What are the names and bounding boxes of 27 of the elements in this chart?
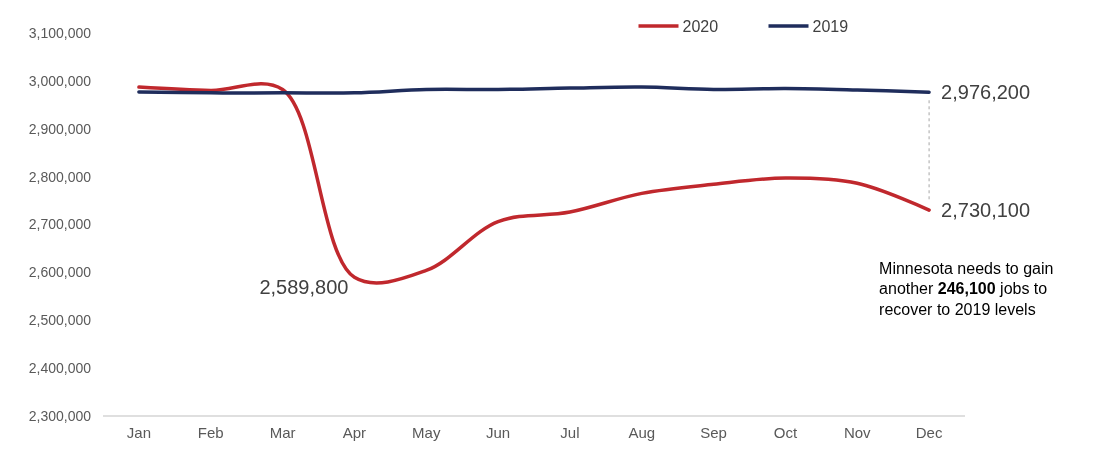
text: Minnesota needs to gain another 246,100 jobs to recover to 2019 levels <box>879 259 1054 319</box>
x-tick-label: Nov <box>843 424 872 441</box>
x-tick-label: Mar <box>269 424 296 441</box>
x-tick-label: Oct <box>773 424 798 441</box>
data-label: 2,976,200 <box>941 81 1031 104</box>
x-tick-label: Jul <box>560 424 580 441</box>
x-tick-label: May <box>412 424 441 441</box>
y-tick-label: 2,800,000 <box>28 168 92 185</box>
x-tick-label: Sep <box>700 424 727 441</box>
y-tick-label: 2,400,000 <box>28 360 92 377</box>
data-label: 2,730,100 <box>941 199 1031 222</box>
x-tick-label: Dec <box>915 424 943 441</box>
legend-label: 2019 <box>812 17 849 35</box>
legend-label: 2020 <box>682 17 719 35</box>
y-tick-label: 3,100,000 <box>28 24 92 41</box>
y-tick-label: 2,600,000 <box>28 264 92 281</box>
x-tick-label: Aug <box>628 424 656 441</box>
x-tick-label: Feb <box>197 424 224 441</box>
data-label: 2,589,800 <box>259 276 349 299</box>
y-tick-label: 3,000,000 <box>28 72 92 89</box>
x-tick-label: Apr <box>342 424 367 441</box>
x-tick-label: Jun <box>485 424 511 441</box>
x-tick-label: Jan <box>126 424 152 441</box>
y-tick-label: 2,500,000 <box>28 312 92 329</box>
y-tick-label: 2,900,000 <box>28 120 92 137</box>
y-tick-label: 2,300,000 <box>28 407 92 424</box>
y-tick-label: 2,700,000 <box>28 216 92 233</box>
